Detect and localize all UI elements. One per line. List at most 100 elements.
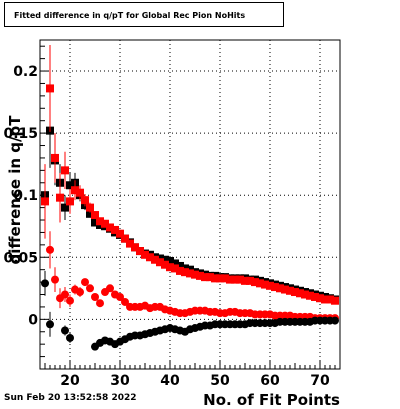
data-point-square <box>176 261 184 270</box>
data-point-square <box>301 290 309 299</box>
data-point-square <box>111 225 119 234</box>
data-point-square <box>241 276 249 285</box>
data-point-square <box>131 243 139 252</box>
data-point-circle <box>121 297 129 306</box>
x-tick-label: 70 <box>310 373 330 389</box>
data-point-square <box>261 280 269 289</box>
data-point-square <box>156 258 164 267</box>
data-point-circle <box>96 299 104 308</box>
data-point-square <box>151 255 159 264</box>
data-point-circle <box>116 292 124 301</box>
x-axis-label: No. of Fit Points <box>203 391 340 409</box>
y-axis-label: difference in q/pT <box>6 115 24 265</box>
data-point-square <box>201 273 209 282</box>
data-point-square <box>41 197 49 206</box>
x-tick-label: 30 <box>110 373 130 389</box>
data-point-square <box>191 270 199 279</box>
data-point-circle <box>66 296 74 305</box>
data-point-square <box>166 256 174 265</box>
data-point-square <box>166 263 174 272</box>
data-point-square <box>161 260 169 269</box>
data-point-square <box>176 266 184 275</box>
data-point-square <box>141 250 149 259</box>
data-point-square <box>116 229 124 238</box>
data-point-square <box>246 276 254 285</box>
data-point-square <box>161 255 169 264</box>
data-point-circle <box>91 292 99 301</box>
data-point-square <box>106 223 114 232</box>
data-point-circle <box>61 326 69 335</box>
data-point-square <box>311 292 319 301</box>
data-point-square <box>206 273 214 282</box>
data-point-square <box>171 259 179 268</box>
data-point-circle <box>46 245 54 254</box>
data-point-square <box>81 196 89 205</box>
y-tick-label: 0.1 <box>13 188 38 204</box>
data-point-square <box>221 274 229 283</box>
data-point-square <box>211 274 219 283</box>
x-tick-label: 40 <box>160 373 180 389</box>
data-point-circle <box>51 275 59 284</box>
data-point-square <box>51 153 59 162</box>
data-point-circle <box>331 316 339 325</box>
data-point-square <box>331 296 339 305</box>
y-tick-label: 0 <box>28 312 38 328</box>
data-point-square <box>126 239 134 248</box>
data-point-square <box>76 188 84 197</box>
data-point-square <box>146 253 154 262</box>
data-point-square <box>276 284 284 293</box>
data-point-square <box>66 197 74 206</box>
timestamp: Sun Feb 20 13:52:58 2022 <box>4 393 137 403</box>
data-point-square <box>256 279 264 288</box>
data-point-square <box>306 291 314 300</box>
data-point-circle <box>106 284 114 293</box>
data-point-square <box>216 274 224 283</box>
data-point-square <box>61 203 69 212</box>
data-point-square <box>96 217 104 226</box>
data-point-square <box>186 269 194 278</box>
data-point-square <box>181 268 189 277</box>
y-tick-label: 0.05 <box>3 250 38 266</box>
data-point-square <box>196 271 204 280</box>
data-point-square <box>236 275 244 284</box>
data-point-square <box>91 218 99 227</box>
data-point-square <box>291 288 299 297</box>
data-point-square <box>326 295 334 304</box>
data-point-circle <box>81 278 89 287</box>
data-point-square <box>226 275 234 284</box>
x-tick-label: 20 <box>60 373 80 389</box>
data-marks <box>41 44 339 351</box>
chart-title: Fitted difference in q/pT for Global Rec… <box>4 2 284 27</box>
data-point-square <box>56 193 64 202</box>
data-point-square <box>171 264 179 273</box>
data-point-circle <box>86 284 94 293</box>
axes: 20 30 40 50 60 70 0 0.05 0.1 0.15 0.2 <box>3 45 341 389</box>
data-point-square <box>66 181 74 190</box>
x-tick-label: 60 <box>260 373 280 389</box>
data-point-square <box>101 219 109 228</box>
x-tick-label: 50 <box>210 373 230 389</box>
data-point-square <box>266 281 274 290</box>
data-point-square <box>86 209 94 218</box>
data-point-square <box>321 295 329 304</box>
data-point-circle <box>46 320 54 329</box>
data-point-circle <box>76 288 84 297</box>
data-point-square <box>46 84 54 93</box>
data-point-square <box>271 283 279 292</box>
data-point-circle <box>61 290 69 299</box>
y-tick-label: 0.2 <box>13 64 38 80</box>
data-point-square <box>296 289 304 298</box>
data-point-square <box>286 286 294 295</box>
data-point-square <box>86 203 94 212</box>
data-point-square <box>251 278 259 287</box>
data-point-square <box>91 211 99 220</box>
data-point-square <box>281 285 289 294</box>
data-point-square <box>136 247 144 256</box>
data-point-circle <box>66 333 74 342</box>
data-point-square <box>121 234 129 243</box>
data-point-square <box>231 275 239 284</box>
data-point-square <box>71 186 79 195</box>
data-point-square <box>316 294 324 303</box>
data-point-square <box>61 166 69 175</box>
